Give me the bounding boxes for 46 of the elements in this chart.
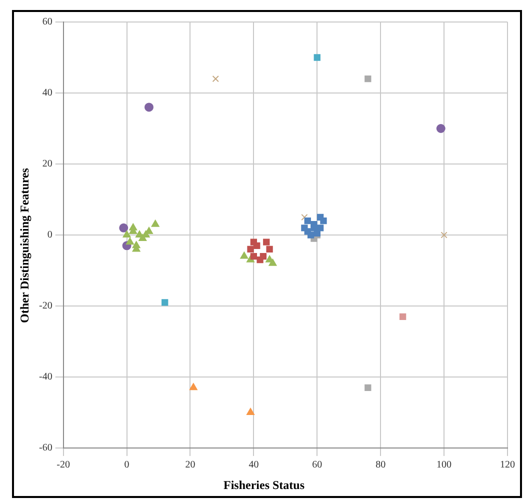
point xyxy=(119,223,128,232)
y-tick-label: -60 xyxy=(38,442,52,454)
point xyxy=(364,384,372,391)
x-tick-label: 20 xyxy=(185,460,196,471)
point xyxy=(144,102,154,112)
point xyxy=(240,252,248,259)
point xyxy=(122,230,131,238)
x-tick-label: 0 xyxy=(124,460,130,471)
point xyxy=(246,408,254,415)
x-tick-label: 100 xyxy=(436,460,452,471)
x-tick-label: 40 xyxy=(248,460,259,471)
point xyxy=(260,252,267,260)
y-axis-title: Other Distinguishing Features xyxy=(18,167,32,325)
y-tick-label: 60 xyxy=(42,16,52,28)
point xyxy=(254,242,260,249)
point xyxy=(151,220,160,227)
y-tick-label: -40 xyxy=(38,372,52,383)
point xyxy=(364,75,372,82)
point xyxy=(316,214,324,221)
point xyxy=(301,214,308,221)
x-tick-label: 60 xyxy=(312,460,322,471)
point xyxy=(126,238,134,245)
point xyxy=(304,217,311,224)
y-tick-label: 0 xyxy=(47,230,52,241)
point xyxy=(440,232,448,238)
point xyxy=(189,383,198,390)
point xyxy=(266,246,273,253)
point xyxy=(162,299,168,306)
point xyxy=(268,258,277,266)
point xyxy=(399,313,406,320)
y-tick-label: 20 xyxy=(42,158,52,170)
x-tick-label: 80 xyxy=(376,460,386,471)
x-tick-label: -20 xyxy=(56,460,70,471)
point xyxy=(129,223,138,230)
point xyxy=(436,124,446,133)
x-tick-label: 120 xyxy=(500,460,515,471)
point xyxy=(250,252,258,260)
point xyxy=(310,224,318,232)
point xyxy=(263,238,270,246)
point xyxy=(247,246,254,253)
point xyxy=(304,228,311,235)
point xyxy=(212,75,219,82)
y-tick-label: 40 xyxy=(42,88,52,99)
y-tick-label: -20 xyxy=(38,300,52,312)
point xyxy=(314,54,320,61)
x-axis-title: Fisheries Status xyxy=(222,478,306,493)
